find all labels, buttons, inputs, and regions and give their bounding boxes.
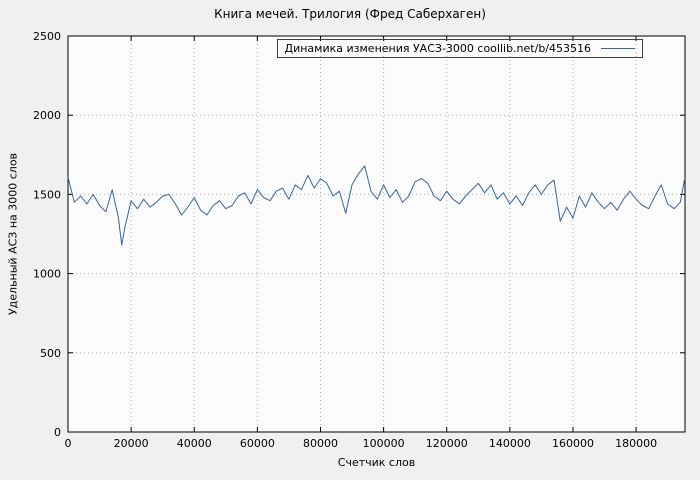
x-tick-label: 140000 xyxy=(489,437,531,450)
y-tick-label: 2500 xyxy=(33,30,61,43)
legend-label: Динамика изменения УАСЗ-3000 coollib.net… xyxy=(284,42,592,55)
x-tick-label: 20000 xyxy=(114,437,149,450)
y-tick-label: 1000 xyxy=(33,268,61,281)
y-tick-label: 1500 xyxy=(33,188,61,201)
x-tick-label: 40000 xyxy=(177,437,212,450)
x-tick-label: 80000 xyxy=(303,437,338,450)
y-tick-label: 500 xyxy=(40,347,61,360)
x-tick-label: 0 xyxy=(65,437,72,450)
plot-area xyxy=(68,36,685,432)
chart-title: Книга мечей. Трилогия (Фред Саберхаген) xyxy=(214,7,486,21)
x-tick-label: 180000 xyxy=(615,437,657,450)
legend-box: Динамика изменения УАСЗ-3000 coollib.net… xyxy=(276,39,643,58)
series-line xyxy=(67,165,685,246)
x-tick-label: 60000 xyxy=(240,437,275,450)
x-tick-label: 100000 xyxy=(363,437,405,450)
plot-border xyxy=(67,35,686,433)
y-axis-label: Удельный АСЗ на 3000 слов xyxy=(6,152,20,316)
x-axis-label: Счетчик слов xyxy=(337,456,416,469)
x-tick-label: 160000 xyxy=(552,437,594,450)
y-tick-label: 0 xyxy=(54,426,61,439)
y-tick-label: 2000 xyxy=(33,109,61,122)
legend-line-sample-icon xyxy=(601,48,635,49)
x-tick-label: 120000 xyxy=(426,437,468,450)
